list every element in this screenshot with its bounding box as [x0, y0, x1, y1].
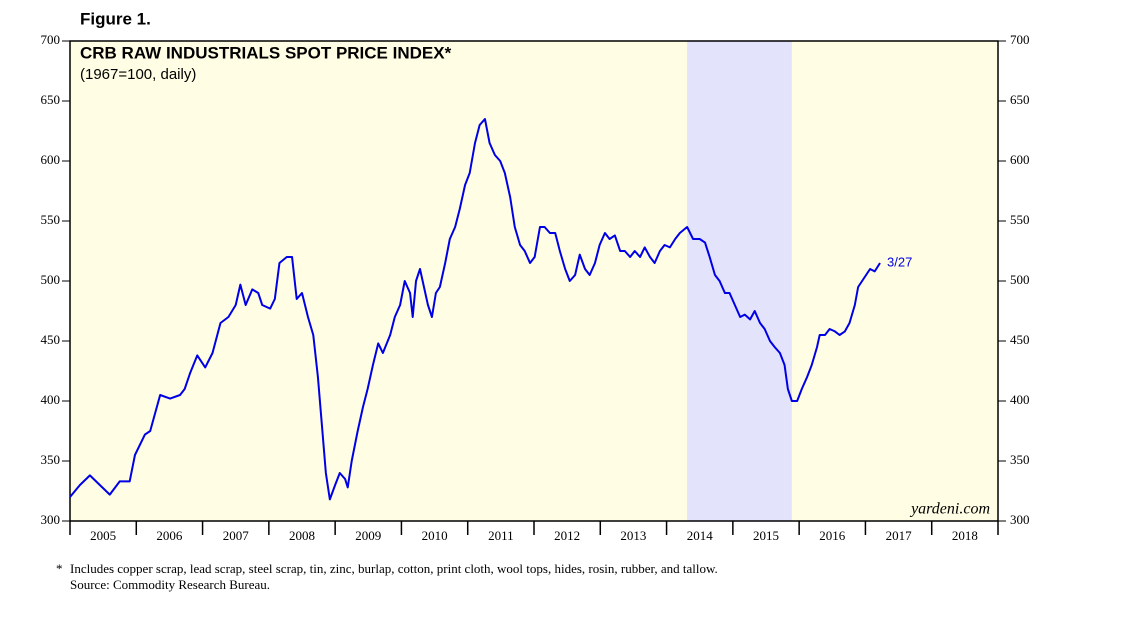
y2-tick-label: 700 — [1010, 32, 1030, 47]
x-tick-label: 2010 — [422, 528, 448, 543]
x-tick-label: 2015 — [753, 528, 779, 543]
y-tick-label: 600 — [41, 152, 61, 167]
x-tick-label: 2009 — [355, 528, 381, 543]
y2-tick-label: 550 — [1010, 212, 1030, 227]
plot-area — [62, 40, 1006, 535]
y2-tick-label: 450 — [1010, 332, 1030, 347]
shaded-period — [687, 41, 792, 521]
series-line — [69, 118, 881, 501]
x-tick-label: 2014 — [687, 528, 714, 543]
footnote: Includes copper scrap, lead scrap, steel… — [70, 561, 718, 576]
y-tick-label: 650 — [41, 92, 61, 107]
watermark: yardeni.com — [909, 501, 990, 518]
annotation: 3/27 — [887, 254, 912, 269]
y2-tick-label: 350 — [1010, 452, 1030, 467]
y2-tick-label: 500 — [1010, 272, 1030, 287]
chart-subtitle: (1967=100, daily) — [80, 66, 196, 83]
x-tick-label: 2013 — [620, 528, 646, 543]
y-tick-label: 500 — [41, 272, 61, 287]
footnote-marker: * — [56, 561, 63, 576]
x-tick-label: 2005 — [90, 528, 116, 543]
x-tick-label: 2018 — [952, 528, 978, 543]
x-tick-label: 2017 — [886, 528, 913, 543]
x-tick-label: 2011 — [488, 528, 514, 543]
y2-tick-label: 600 — [1010, 152, 1030, 167]
y-tick-label: 300 — [41, 512, 61, 527]
y2-tick-label: 300 — [1010, 512, 1030, 527]
source: Source: Commodity Research Bureau. — [70, 577, 270, 592]
x-tick-label: 2006 — [156, 528, 183, 543]
y-tick-label: 550 — [41, 212, 61, 227]
y2-tick-label: 650 — [1010, 92, 1030, 107]
y2-tick-label: 400 — [1010, 392, 1030, 407]
x-tick-label: 2012 — [554, 528, 580, 543]
y-tick-label: 700 — [41, 32, 61, 47]
figure-label: Figure 1. — [80, 9, 151, 28]
chart-title: CRB RAW INDUSTRIALS SPOT PRICE INDEX* — [80, 43, 452, 62]
y-tick-label: 350 — [41, 452, 61, 467]
x-tick-label: 2008 — [289, 528, 315, 543]
x-tick-label: 2016 — [819, 528, 846, 543]
plot-background — [70, 41, 998, 521]
x-tick-label: 2007 — [223, 528, 250, 543]
y-tick-label: 450 — [41, 332, 61, 347]
y-tick-label: 400 — [41, 392, 61, 407]
